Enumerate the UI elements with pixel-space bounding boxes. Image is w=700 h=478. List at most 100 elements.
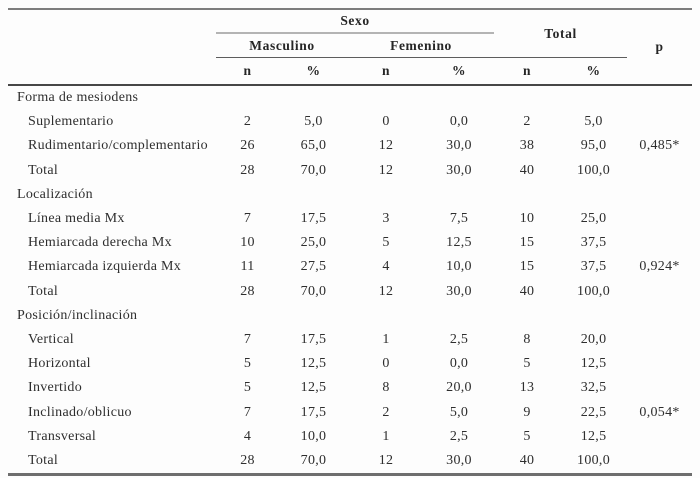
cell-femenino-pct: 2,5 (449, 428, 469, 444)
cell-femenino-n: 12 (378, 138, 394, 154)
cell-total-n: 5 (523, 356, 531, 372)
cell-femenino-pct: 5,0 (449, 404, 469, 420)
cell-masculino-n: 5 (243, 380, 252, 396)
cell-masculino-n: 7 (243, 404, 252, 420)
cell-femenino-n: 12 (378, 283, 394, 299)
row-label: Línea media Mx (28, 211, 125, 227)
cell-femenino-pct: 20,0 (446, 380, 472, 396)
results-table: Sexo Total p Masculino Femenino n % n % … (8, 8, 693, 476)
section-row: Posición/inclinación (8, 304, 692, 328)
cell-p-value (627, 328, 692, 352)
table-row: Hemiarcada derecha Mx 10 25,0 5 12,5 15 … (8, 231, 692, 255)
header-pct-masculino: % (279, 57, 348, 86)
cell-femenino-pct: 7,5 (449, 211, 469, 227)
table-row: Hemiarcada izquierda Mx 11 27,5 4 10,0 1… (8, 255, 692, 279)
cell-femenino-pct: 30,0 (446, 162, 472, 178)
cell-total-n: 5 (523, 428, 531, 444)
cell-masculino-pct: 70,0 (300, 162, 327, 178)
header-pct-total: % (560, 57, 628, 86)
cell-masculino-pct: 17,5 (300, 331, 327, 347)
table-row: Total 28 70,0 12 30,0 40 100,0 (8, 159, 692, 183)
cell-total-n: 15 (519, 259, 535, 275)
cell-masculino-n: 28 (240, 162, 255, 178)
row-label: Hemiarcada derecha Mx (28, 235, 172, 251)
cell-femenino-pct: 10,0 (446, 259, 472, 275)
cell-femenino-n: 1 (382, 331, 390, 347)
cell-total-pct: 37,5 (580, 235, 607, 251)
row-label: Suplementario (28, 114, 114, 130)
cell-total-n: 40 (519, 162, 535, 178)
cell-femenino-n: 5 (382, 235, 390, 251)
cell-femenino-n: 12 (378, 452, 394, 468)
cell-femenino-pct: 2,5 (449, 331, 469, 347)
cell-p-value (627, 280, 692, 304)
cell-femenino-n: 8 (382, 380, 390, 396)
cell-p-value (627, 449, 692, 475)
cell-total-pct: 100,0 (577, 283, 611, 299)
cell-p-value (627, 159, 692, 183)
section-row: Forma de mesiodens (8, 85, 692, 110)
cell-masculino-n: 7 (243, 211, 252, 227)
cell-total-n: 15 (519, 235, 535, 251)
header-pct-femenino: % (424, 57, 495, 86)
cell-masculino-n: 26 (240, 138, 255, 154)
cell-femenino-n: 0 (382, 114, 390, 130)
cell-masculino-pct: 12,5 (300, 380, 327, 396)
header-p: p (627, 9, 693, 86)
cell-masculino-pct: 10,0 (300, 428, 327, 444)
table-row: Transversal 4 10,0 1 2,5 5 12,5 (8, 425, 692, 449)
row-label: Total (28, 162, 59, 178)
section-row: Localización (8, 183, 692, 207)
row-label: Inclinado/oblicuo (28, 404, 132, 420)
row-label: Transversal (28, 428, 97, 444)
cell-femenino-n: 4 (382, 259, 390, 275)
cell-total-pct: 12,5 (580, 356, 607, 372)
cell-p-value: 0,485* (639, 138, 680, 154)
cell-femenino-pct: 30,0 (446, 283, 472, 299)
table-row: Línea media Mx 7 17,5 3 7,5 10 25,0 (8, 207, 692, 231)
cell-femenino-n: 0 (382, 356, 390, 372)
cell-total-n: 38 (519, 138, 535, 154)
cell-total-pct: 95,0 (580, 138, 607, 154)
section-label: Localización (17, 186, 93, 202)
table-row: Inclinado/oblicuo 7 17,5 2 5,0 9 22,5 0,… (8, 400, 692, 424)
header-stub (8, 9, 216, 86)
cell-masculino-n: 4 (243, 428, 252, 444)
row-label: Hemiarcada izquierda Mx (28, 259, 182, 275)
cell-masculino-n: 11 (240, 259, 255, 275)
row-label: Total (28, 283, 59, 299)
table-row: Total 28 70,0 12 30,0 40 100,0 (8, 449, 692, 475)
cell-total-n: 8 (523, 331, 531, 347)
cell-femenino-pct: 0,0 (449, 114, 469, 130)
header-n-masculino: n (216, 57, 279, 86)
table-row: Suplementario 2 5,0 0 0,0 2 5,0 (8, 110, 692, 134)
cell-femenino-n: 12 (378, 162, 394, 178)
row-label: Horizontal (28, 356, 91, 372)
cell-total-pct: 20,0 (580, 331, 607, 347)
cell-total-pct: 25,0 (580, 211, 607, 227)
header-n-total: n (494, 57, 561, 86)
table-row: Vertical 7 17,5 1 2,5 8 20,0 (8, 328, 692, 352)
cell-masculino-pct: 17,5 (300, 211, 327, 227)
cell-total-n: 40 (519, 452, 535, 468)
cell-p-value: 0,924* (639, 259, 680, 275)
row-label: Rudimentario/complementario (28, 138, 208, 154)
cell-total-pct: 22,5 (580, 404, 607, 420)
cell-masculino-pct: 65,0 (300, 138, 327, 154)
cell-masculino-n: 2 (243, 114, 252, 130)
cell-femenino-pct: 30,0 (446, 138, 472, 154)
cell-total-pct: 12,5 (580, 428, 607, 444)
cell-total-n: 40 (519, 283, 535, 299)
header-femenino: Femenino (348, 33, 495, 58)
cell-p-value (627, 425, 692, 449)
cell-total-pct: 32,5 (580, 380, 607, 396)
cell-total-n: 13 (519, 380, 535, 396)
row-label: Total (28, 452, 59, 468)
cell-masculino-pct: 70,0 (300, 452, 327, 468)
cell-masculino-pct: 12,5 (300, 356, 327, 372)
cell-femenino-pct: 0,0 (449, 356, 469, 372)
header-masculino: Masculino (216, 33, 348, 58)
cell-total-n: 10 (519, 211, 535, 227)
cell-masculino-pct: 17,5 (300, 404, 327, 420)
